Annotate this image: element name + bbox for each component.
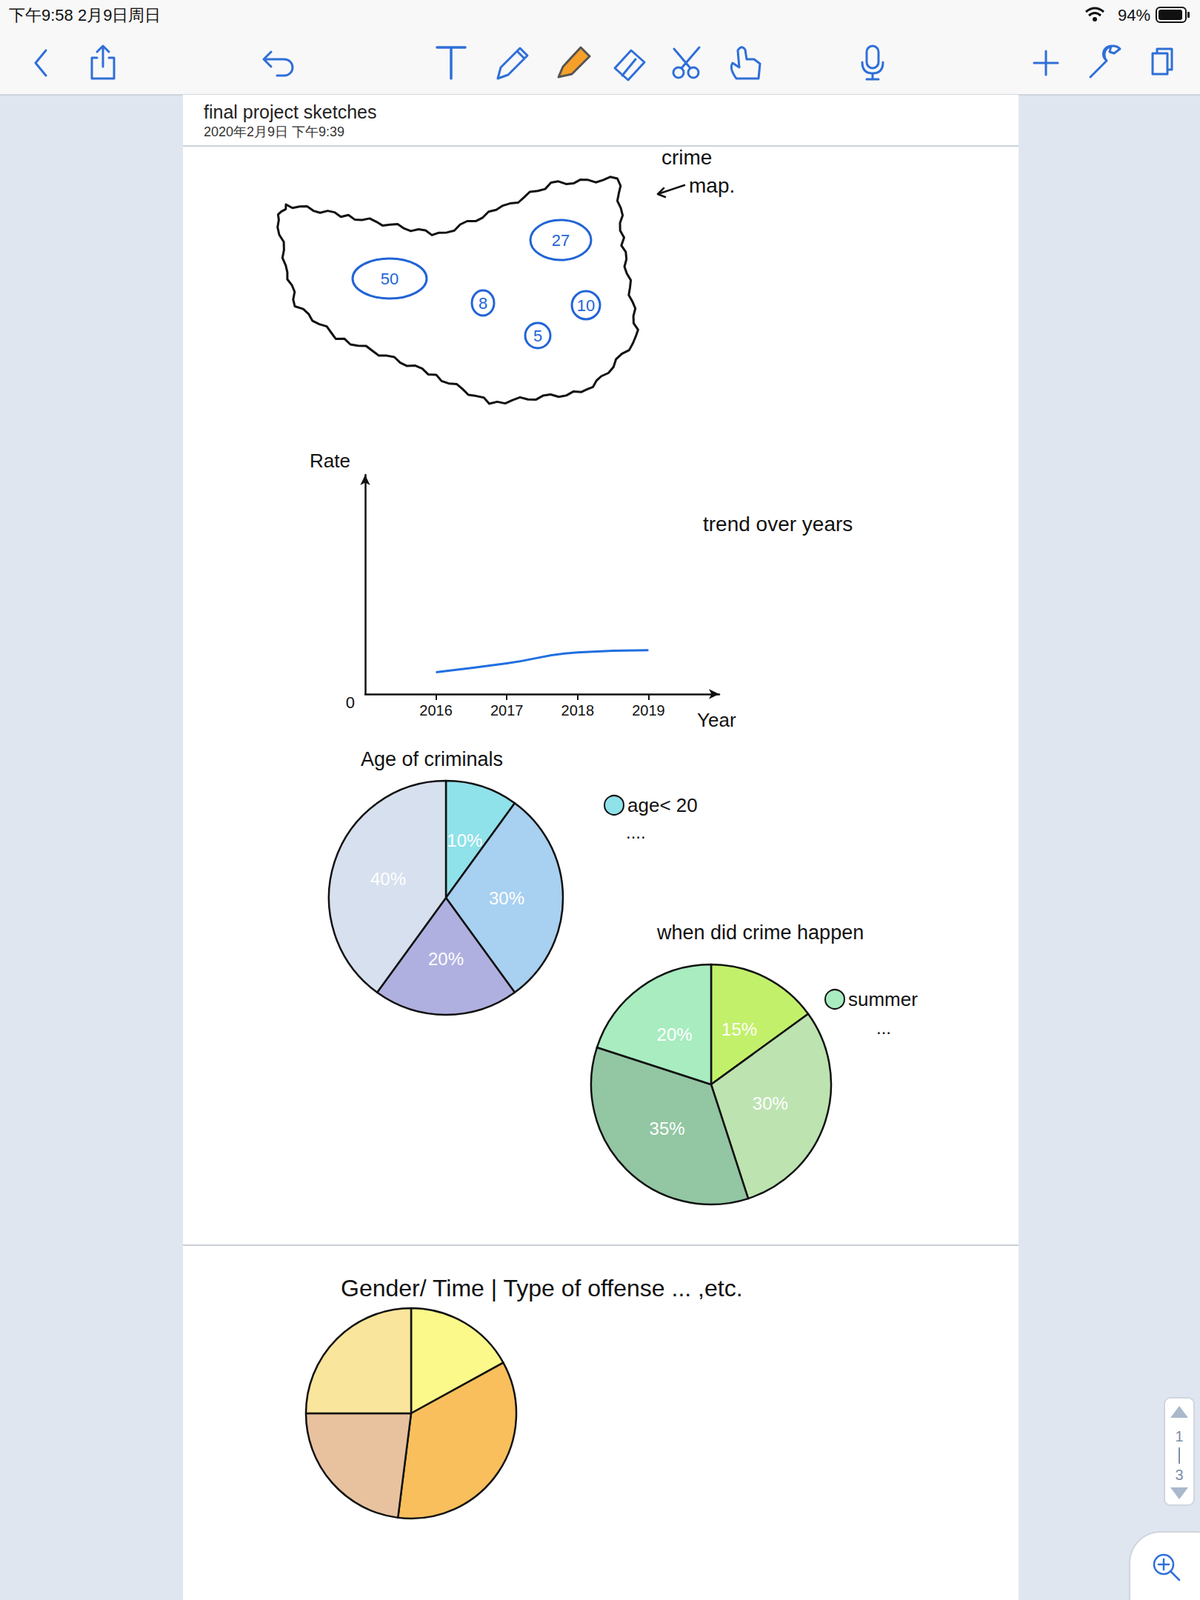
- svg-text:2016: 2016: [419, 702, 453, 719]
- svg-text:2019: 2019: [631, 702, 666, 719]
- svg-text:10%: 10%: [446, 830, 483, 851]
- svg-text:20%: 20%: [428, 948, 464, 969]
- svg-text:Year: Year: [697, 708, 737, 732]
- svg-text:trend over years: trend over years: [702, 512, 853, 536]
- svg-text:5: 5: [533, 326, 543, 346]
- svg-text:10: 10: [577, 296, 595, 315]
- svg-text:0: 0: [345, 693, 355, 712]
- svg-text:Rate: Rate: [309, 449, 351, 472]
- svg-text:...: ...: [876, 1017, 892, 1038]
- svg-text:summer: summer: [848, 988, 918, 1011]
- svg-text:map.: map.: [688, 174, 735, 198]
- svg-text:15%: 15%: [721, 1019, 758, 1040]
- svg-text:crime: crime: [661, 145, 712, 169]
- svg-text:20%: 20%: [657, 1024, 693, 1045]
- svg-text:35%: 35%: [649, 1118, 686, 1139]
- svg-text:final project sketches: final project sketches: [203, 101, 377, 123]
- svg-text:30%: 30%: [752, 1093, 789, 1114]
- svg-text:age< 20: age< 20: [627, 794, 698, 817]
- svg-text:下午9:58 2月9日周日: 下午9:58 2月9日周日: [8, 5, 161, 25]
- svg-text:8: 8: [478, 294, 488, 313]
- svg-text:2017: 2017: [490, 702, 524, 719]
- svg-text:1: 1: [1174, 1428, 1183, 1445]
- svg-text:Gender/ Time | Type of offense: Gender/ Time | Type of offense ... ,etc.: [340, 1274, 743, 1302]
- svg-text:50: 50: [380, 269, 399, 289]
- svg-text:when did crime happen: when did crime happen: [656, 921, 864, 944]
- svg-text:27: 27: [551, 231, 570, 250]
- svg-text:30%: 30%: [488, 888, 525, 909]
- svg-text:2020年2月9日 下午9:39: 2020年2月9日 下午9:39: [203, 124, 345, 140]
- svg-text:3: 3: [1174, 1466, 1183, 1483]
- svg-text:Age of criminals: Age of criminals: [360, 748, 503, 771]
- svg-text:....: ....: [625, 822, 646, 843]
- svg-text:40%: 40%: [370, 868, 406, 889]
- svg-text:94%: 94%: [1117, 5, 1151, 25]
- svg-text:2018: 2018: [561, 702, 595, 719]
